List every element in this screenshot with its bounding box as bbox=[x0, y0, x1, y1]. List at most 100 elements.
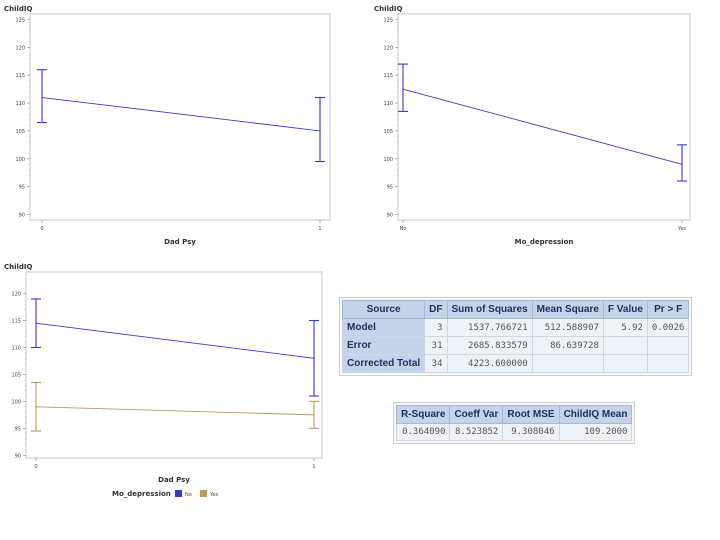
table-row: Corrected Total 34 4223.600000 bbox=[341, 354, 690, 373]
y-tick-label: 125 bbox=[15, 18, 25, 24]
anova-table-box: Source DF Sum of Squares Mean Square F Value… bbox=[339, 297, 693, 376]
table-cell: 109.2000 bbox=[558, 423, 633, 441]
legend-swatch bbox=[200, 490, 207, 497]
y-tick-label: 105 bbox=[11, 372, 21, 378]
table-cell: 4223.600000 bbox=[446, 354, 533, 373]
y-tick-label: 120 bbox=[15, 45, 25, 51]
x-tick-label: 0 bbox=[40, 226, 43, 232]
y-tick-label: 125 bbox=[383, 18, 393, 24]
series-line bbox=[35, 406, 315, 416]
table-cell: 3 bbox=[424, 318, 448, 337]
table-cell: 5.92 bbox=[602, 318, 648, 337]
table-cell: 512.588907 bbox=[531, 318, 604, 337]
table-header-cell: R-Square bbox=[395, 405, 451, 424]
legend-label: No bbox=[185, 492, 192, 498]
data-point bbox=[35, 405, 37, 408]
y-tick-label: 95 bbox=[387, 185, 393, 191]
data-point bbox=[41, 96, 43, 99]
x-tick-label: No bbox=[400, 226, 407, 232]
y-axis-title: ChildIQ bbox=[374, 5, 403, 13]
table-header-row: Source DF Sum of Squares Mean Square F Value… bbox=[341, 300, 690, 319]
y-tick-label: 115 bbox=[383, 73, 393, 79]
table-cell bbox=[646, 336, 690, 355]
x-tick-label: 1 bbox=[312, 464, 315, 470]
data-point bbox=[35, 322, 37, 325]
y-tick-label: 90 bbox=[15, 453, 21, 459]
y-tick-label: 120 bbox=[11, 292, 21, 298]
y-tick-label: 105 bbox=[383, 129, 393, 135]
y-tick-label: 110 bbox=[11, 345, 21, 351]
fit-table-box: R-Square Coeff Var Root MSE ChildIQ Mean 0.3… bbox=[393, 402, 636, 444]
y-tick-label: 95 bbox=[19, 185, 25, 191]
plot-dadpsy: ChildIQ 90 95 100 105 110 115 120 125 0 1 Dad Psy bbox=[0, 0, 345, 250]
y-tick-label: 100 bbox=[383, 157, 393, 163]
plot-frame bbox=[397, 13, 691, 221]
legend-label: Yes bbox=[209, 492, 218, 498]
table-row: Error 31 2685.833579 86.639728 bbox=[341, 336, 690, 355]
plot-interaction: ChildIQ 90 95 100 105 110 115 120 0 1 Dad Psy Mo_de… bbox=[0, 258, 335, 508]
y-tick-label: 105 bbox=[15, 129, 25, 135]
series-line bbox=[402, 88, 683, 165]
fit-table: R-Square Coeff Var Root MSE ChildIQ Mean 0.3… bbox=[395, 405, 633, 441]
y-tick-label: 90 bbox=[387, 212, 393, 218]
y-tick-label: 115 bbox=[15, 73, 25, 79]
table-header-cell: Sum of Squares bbox=[446, 300, 533, 319]
plot-dadpsy-svg: ChildIQ 90 95 100 105 110 115 120 125 0 1 Dad Psy bbox=[4, 5, 331, 246]
table-cell: 31 bbox=[424, 336, 448, 355]
table-header-row: R-Square Coeff Var Root MSE ChildIQ Mean bbox=[395, 405, 633, 424]
table-header-cell: F Value bbox=[602, 300, 648, 319]
y-tick-label: 120 bbox=[383, 45, 393, 51]
table-row-header: Corrected Total bbox=[341, 354, 426, 373]
legend-title: Mo_depression bbox=[112, 490, 171, 498]
y-tick-label: 110 bbox=[383, 101, 393, 107]
table-header-cell: Pr > F bbox=[646, 300, 690, 319]
x-axis-title: Mo_depression bbox=[515, 238, 574, 246]
x-axis-title: Dad Psy bbox=[164, 238, 196, 246]
table-row: Model 3 1537.766721 512.588907 5.92 0.0026 bbox=[341, 318, 690, 337]
table-cell: 86.639728 bbox=[531, 336, 604, 355]
table-cell bbox=[646, 354, 690, 373]
table-cell: 0.364090 bbox=[395, 423, 451, 441]
table-header-cell: Mean Square bbox=[531, 300, 604, 319]
table-cell bbox=[531, 354, 604, 373]
plot-modepression: ChildIQ 90 95 100 105 110 115 120 125 No Yes Mo_dep… bbox=[370, 0, 715, 250]
table-cell: 1537.766721 bbox=[446, 318, 533, 337]
table-header-cell: ChildIQ Mean bbox=[558, 405, 633, 424]
plot-modepression-svg: ChildIQ 90 95 100 105 110 115 120 125 No Yes Mo_dep… bbox=[374, 5, 691, 246]
x-tick-label: 0 bbox=[34, 464, 37, 470]
table-row: 0.364090 8.523852 9.308046 109.2000 bbox=[395, 423, 633, 441]
table-cell bbox=[602, 336, 648, 355]
series-line bbox=[41, 97, 321, 132]
table-header-cell: Coeff Var bbox=[449, 405, 504, 424]
data-point bbox=[402, 88, 404, 90]
x-tick-label: Yes bbox=[677, 226, 686, 232]
x-tick-label: 1 bbox=[318, 226, 321, 232]
table-cell: 2685.833579 bbox=[446, 336, 533, 355]
plot-frame bbox=[25, 271, 323, 459]
legend-swatch bbox=[175, 490, 182, 497]
table-header-cell: Root MSE bbox=[502, 405, 560, 424]
y-axis-title: ChildIQ bbox=[4, 5, 33, 13]
table-cell: 34 bbox=[424, 354, 448, 373]
data-point bbox=[681, 163, 683, 166]
x-axis-title: Dad Psy bbox=[158, 476, 190, 484]
table-cell bbox=[602, 354, 648, 373]
table-row-header: Error bbox=[341, 336, 426, 355]
data-point bbox=[313, 414, 315, 416]
plot-frame bbox=[29, 13, 331, 221]
y-tick-label: 100 bbox=[15, 157, 25, 163]
y-tick-label: 110 bbox=[15, 101, 25, 107]
plot-interaction-svg: ChildIQ 90 95 100 105 110 115 120 0 1 Dad Psy Mo_de… bbox=[4, 263, 323, 498]
table-cell: 8.523852 bbox=[449, 423, 504, 441]
table-cell: 0.0026 bbox=[646, 318, 690, 337]
anova-table: Source DF Sum of Squares Mean Square F Value… bbox=[341, 300, 690, 373]
table-header-cell: Source bbox=[341, 300, 426, 319]
series-line bbox=[35, 322, 315, 359]
y-axis-title: ChildIQ bbox=[4, 263, 33, 271]
y-tick-label: 100 bbox=[11, 399, 21, 405]
y-tick-label: 115 bbox=[11, 319, 21, 325]
y-tick-label: 95 bbox=[15, 426, 21, 432]
y-tick-label: 90 bbox=[19, 212, 25, 218]
data-point bbox=[313, 357, 315, 360]
table-row-header: Model bbox=[341, 318, 426, 337]
